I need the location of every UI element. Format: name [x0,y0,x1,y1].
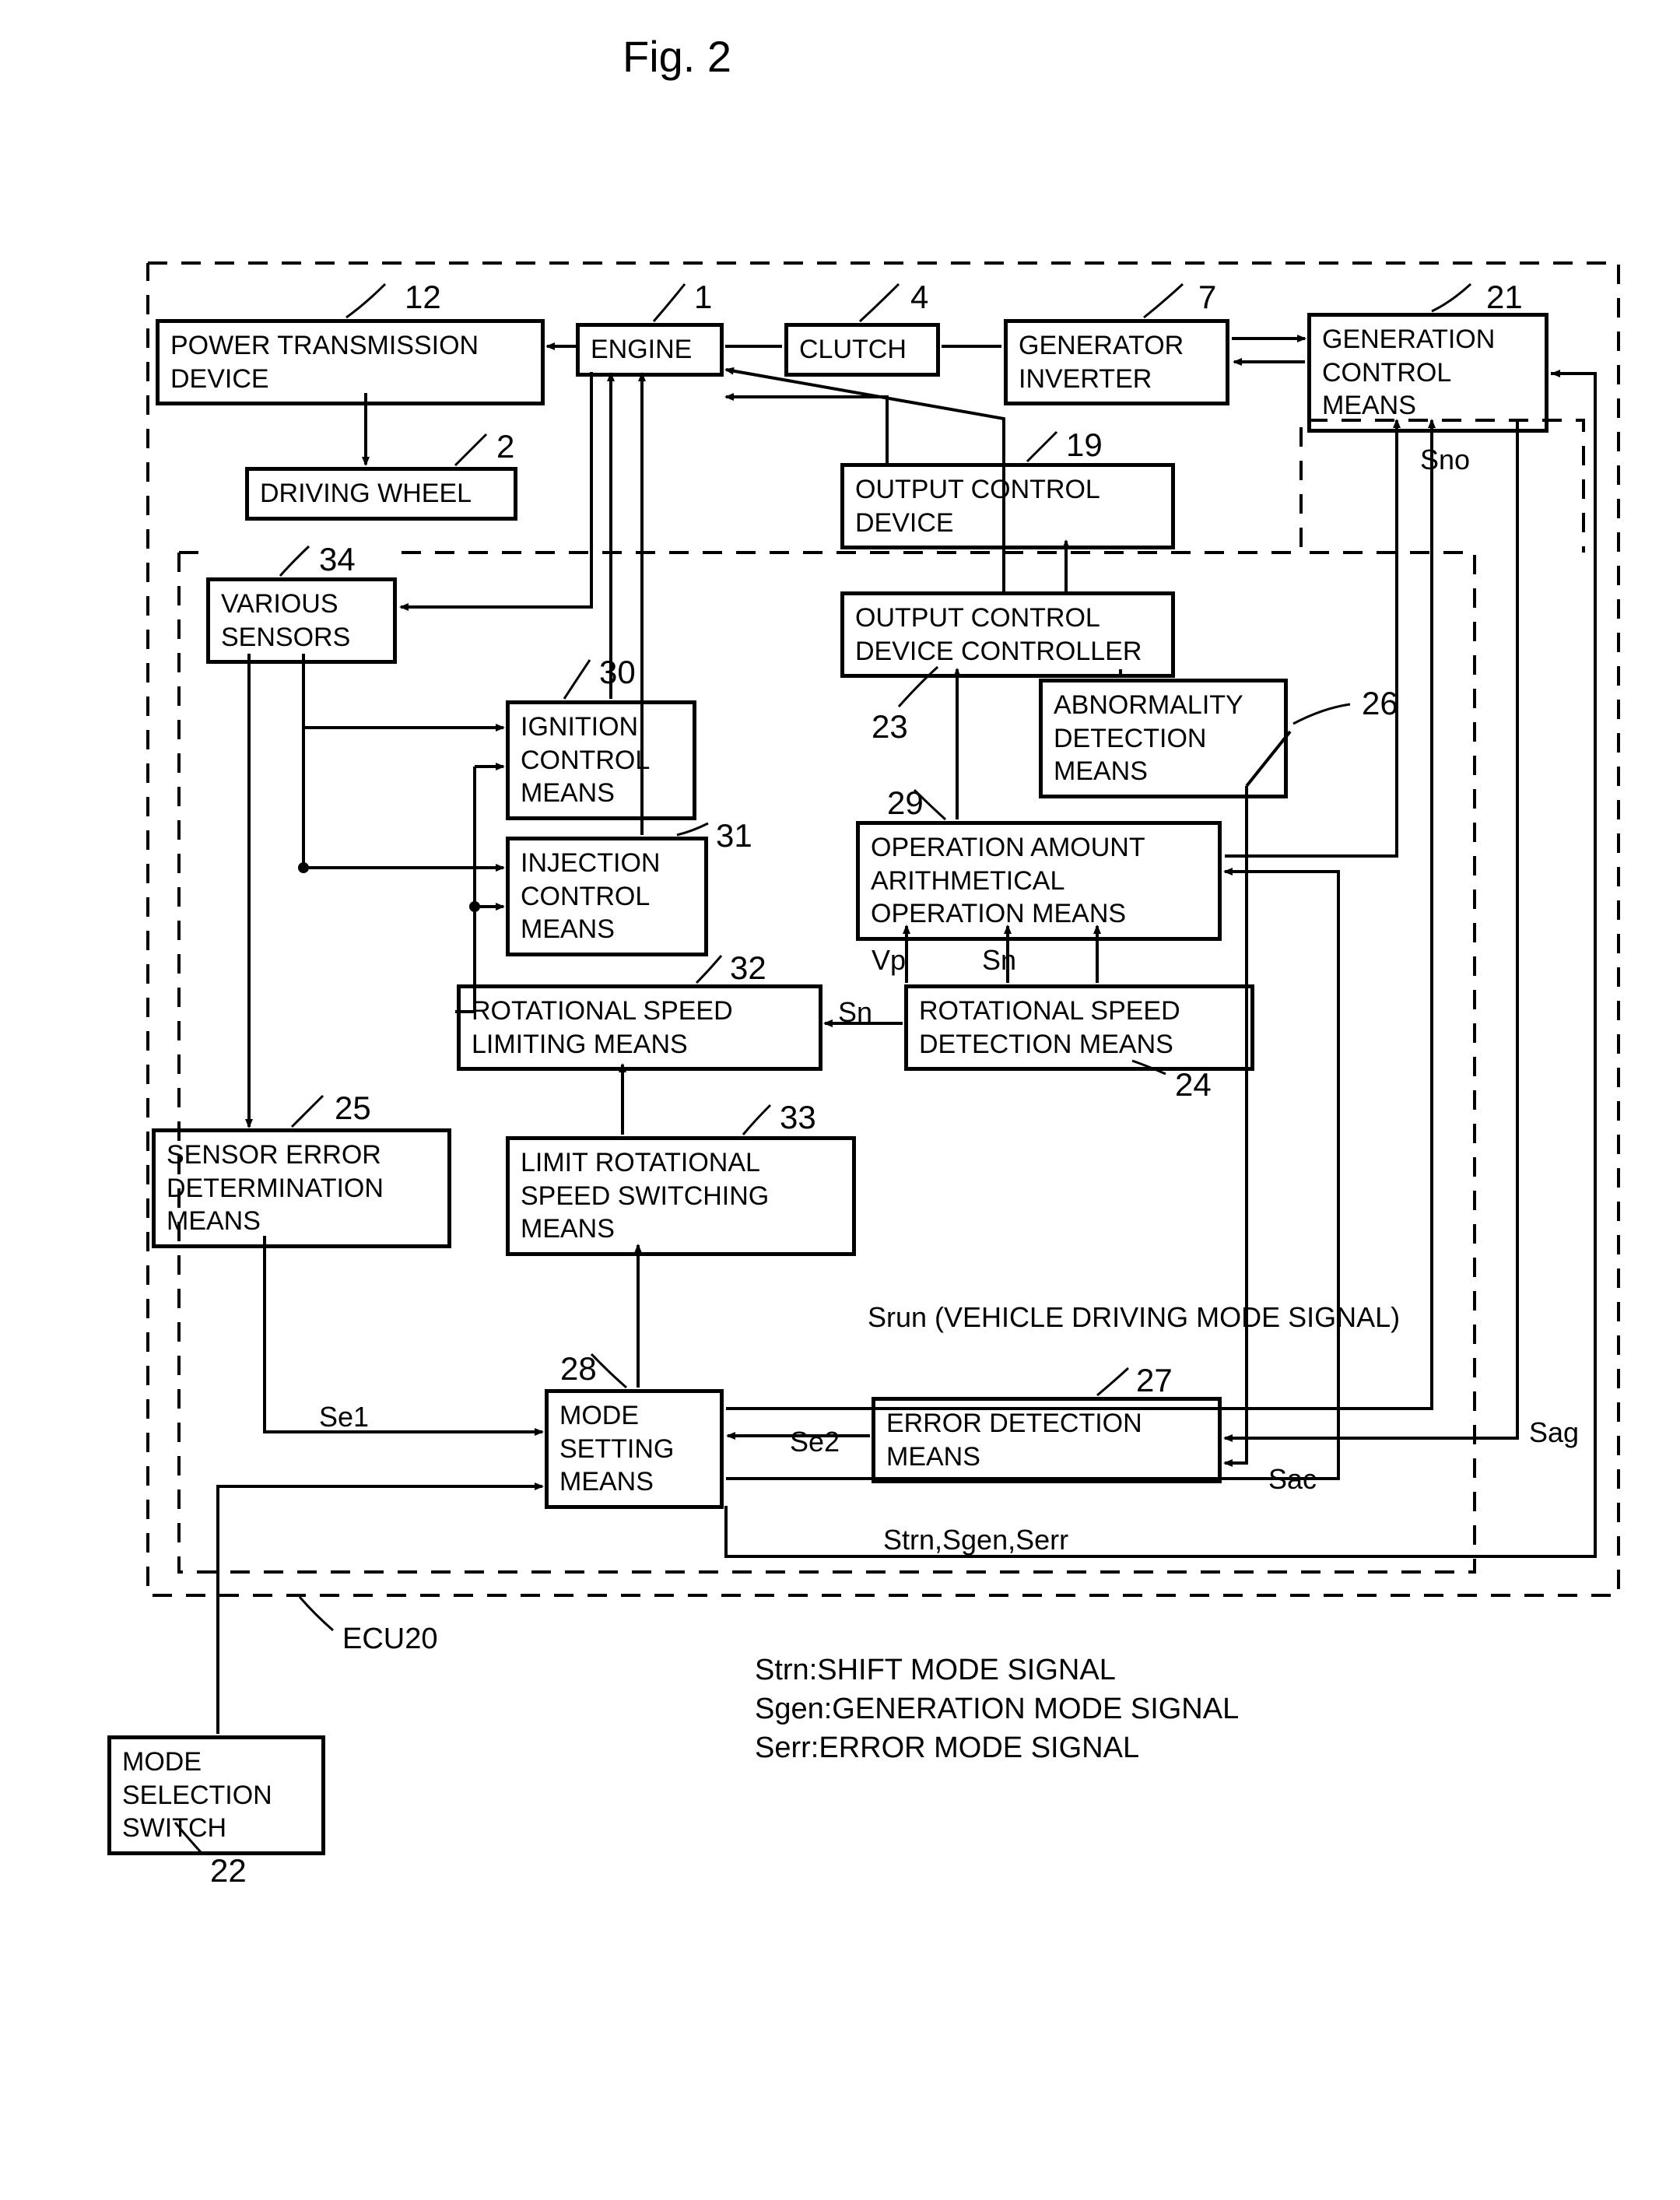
box-text: LIMIT ROTATIONAL SPEED SWITCHING MEANS [521,1148,769,1244]
box-power-transmission: POWER TRANSMISSION DEVICE [156,319,545,405]
box-generator-inverter: GENERATOR INVERTER [1004,319,1229,405]
ref-7: 7 [1198,279,1216,316]
box-text: ABNORMALITY DETECTION MEANS [1054,690,1243,786]
ref-32: 32 [730,949,766,987]
box-clutch: CLUTCH [784,323,940,377]
box-text: OPERATION AMOUNT ARITHMETICAL OPERATION … [871,833,1145,928]
box-limit-rotational-switching: LIMIT ROTATIONAL SPEED SWITCHING MEANS [506,1136,856,1256]
ecu-label: ECU20 [342,1623,438,1656]
sig-sn: Sn [982,944,1016,977]
box-text: INJECTION CONTROL MEANS [521,848,660,944]
box-text: OUTPUT CONTROL DEVICE CONTROLLER [855,603,1142,666]
box-rotational-speed-detection: ROTATIONAL SPEED DETECTION MEANS [904,984,1254,1071]
box-text: GENERATION CONTROL MEANS [1322,325,1495,420]
box-ignition-control: IGNITION CONTROL MEANS [506,700,696,820]
sig-sag: Sag [1529,1416,1579,1449]
box-generation-control: GENERATION CONTROL MEANS [1307,313,1548,433]
ref-27: 27 [1136,1362,1173,1399]
ref-23: 23 [872,708,908,746]
ref-1: 1 [694,279,712,316]
sig-sno: Sno [1420,444,1470,476]
sig-sac: Sac [1268,1463,1317,1496]
box-driving-wheel: DRIVING WHEEL [245,467,517,521]
box-injection-control: INJECTION CONTROL MEANS [506,837,708,956]
sig-strn-etc: Strn,Sgen,Serr [883,1524,1068,1556]
ref-4: 4 [910,279,928,316]
legend-sgen: Sgen:GENERATION MODE SIGNAL [755,1693,1239,1726]
box-output-control-device: OUTPUT CONTROL DEVICE [840,463,1175,549]
sig-vp: Vp [872,944,906,977]
sig-se1: Se1 [319,1401,369,1433]
ref-25: 25 [335,1089,371,1127]
box-text: MODE SELECTION SWITCH [122,1747,272,1843]
box-text: IGNITION CONTROL MEANS [521,712,649,808]
sig-srun: Srun (VEHICLE DRIVING MODE SIGNAL) [868,1301,1400,1334]
ref-29: 29 [887,784,924,822]
box-text: ROTATIONAL SPEED DETECTION MEANS [919,996,1180,1059]
box-text: OUTPUT CONTROL DEVICE [855,475,1100,538]
box-rotational-speed-limiting: ROTATIONAL SPEED LIMITING MEANS [457,984,822,1071]
ref-2: 2 [496,428,514,465]
box-error-detection: ERROR DETECTION MEANS [872,1397,1222,1483]
ref-24: 24 [1175,1066,1212,1104]
box-text: POWER TRANSMISSION DEVICE [170,331,479,394]
ref-22: 22 [210,1852,247,1889]
box-text: MODE SETTING MEANS [559,1401,674,1496]
ref-33: 33 [780,1099,816,1136]
box-mode-selection-switch: MODE SELECTION SWITCH [107,1735,325,1855]
box-output-control-controller: OUTPUT CONTROL DEVICE CONTROLLER [840,591,1175,678]
ref-26: 26 [1362,685,1398,722]
sig-sn2: Sn [838,996,872,1029]
ref-30: 30 [599,654,636,691]
box-abnormality-detection: ABNORMALITY DETECTION MEANS [1039,679,1288,798]
ref-34: 34 [319,541,356,578]
box-text: CLUTCH [799,335,907,364]
ref-12: 12 [405,279,441,316]
box-text: DRIVING WHEEL [260,479,472,508]
legend-strn: Strn:SHIFT MODE SIGNAL [755,1654,1116,1687]
diagram-canvas: Fig. 2 POWER TRANSMISSION DEVICE 12 ENGI… [31,31,1680,2169]
box-engine: ENGINE [576,323,724,377]
ref-28: 28 [560,1350,597,1388]
box-various-sensors: VARIOUS SENSORS [206,577,397,664]
box-text: ROTATIONAL SPEED LIMITING MEANS [472,996,733,1059]
box-mode-setting: MODE SETTING MEANS [545,1389,724,1509]
box-text: ENGINE [591,335,692,364]
box-sensor-error-determination: SENSOR ERROR DETERMINATION MEANS [152,1128,451,1248]
ref-21: 21 [1486,279,1523,316]
box-text: ERROR DETECTION MEANS [886,1409,1142,1472]
ref-19: 19 [1066,426,1103,464]
box-text: VARIOUS SENSORS [221,589,350,652]
ref-31: 31 [716,817,752,854]
legend-serr: Serr:ERROR MODE SIGNAL [755,1732,1139,1765]
sig-se2: Se2 [790,1426,840,1458]
box-operation-amount: OPERATION AMOUNT ARITHMETICAL OPERATION … [856,821,1222,941]
figure-title: Fig. 2 [623,31,731,82]
box-text: SENSOR ERROR DETERMINATION MEANS [167,1140,384,1236]
box-text: GENERATOR INVERTER [1019,331,1184,394]
